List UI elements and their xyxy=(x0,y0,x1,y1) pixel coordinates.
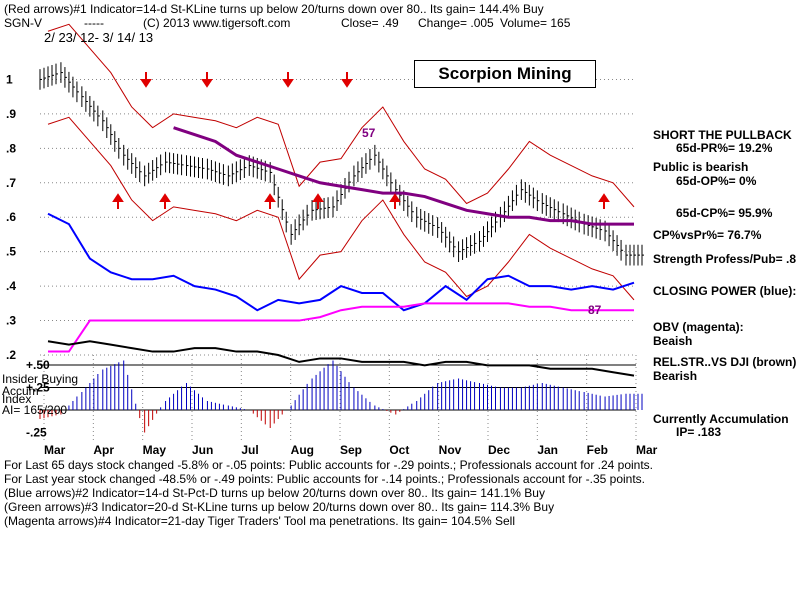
price-tick-label: .8 xyxy=(6,141,16,155)
accum-tick-label: -.25 xyxy=(26,426,47,440)
month-label: Sep xyxy=(340,443,362,457)
cp-value: 65d-CP%= 95.9% xyxy=(676,206,773,220)
short-pullback: SHORT THE PULLBACK xyxy=(653,128,792,142)
accum-label: Currently Accumulation xyxy=(653,412,789,426)
red-arrow-icon xyxy=(159,193,171,209)
price-tick-label: .5 xyxy=(6,245,16,259)
red-arrow-icon xyxy=(201,72,213,88)
month-label: Feb xyxy=(587,443,608,457)
price-tick-label: .3 xyxy=(6,314,16,328)
red-arrow-icon xyxy=(112,193,124,209)
red-arrow-icon xyxy=(282,72,294,88)
red-arrow-icon xyxy=(389,193,401,209)
header-red-arrows: (Red arrows)#1 Indicator=14-d St-KLine t… xyxy=(4,2,544,16)
accum-word: Accum xyxy=(2,384,39,398)
month-label: Mar xyxy=(636,443,658,457)
red-arrow-icon xyxy=(264,193,276,209)
strength-value: Strength Profess/Pub= .8 xyxy=(653,252,797,266)
insider-buying: Insider Buying xyxy=(2,372,79,386)
rel-str-vs-dji-line xyxy=(47,340,635,377)
op-value: 65d-OP%= 0% xyxy=(676,174,757,188)
footer-last-year: For Last year stock changed -48.5% or -.… xyxy=(4,472,645,486)
change-value: Change= .005 xyxy=(418,16,494,30)
accumulation-histogram: +.50 +.25 -.25 xyxy=(26,358,643,440)
closing-power-label: CLOSING POWER (blue): xyxy=(653,284,797,298)
month-label: Dec xyxy=(488,443,510,457)
red-arrow-icon xyxy=(312,193,324,209)
price-tick-label: .9 xyxy=(6,107,16,121)
month-label: Jan xyxy=(537,443,558,457)
index-word: Index xyxy=(2,392,32,406)
annotation-label: 87 xyxy=(588,303,602,317)
obv-line xyxy=(48,302,634,353)
ticker-label: SGN-V xyxy=(4,16,43,30)
cpvspr-value: CP%vsPr%= 76.7% xyxy=(653,228,762,242)
price-bars xyxy=(39,62,644,266)
lower-band xyxy=(47,116,635,301)
footer-blue-arrows: (Blue arrows)#2 Indicator=14-d St-Pct-D … xyxy=(4,486,545,500)
closing-power-line xyxy=(47,212,635,312)
relstr-status: Bearish xyxy=(653,369,698,383)
21-day-ma-line xyxy=(173,126,634,226)
month-label: May xyxy=(143,443,167,457)
red-arrow-icon xyxy=(140,72,152,88)
close-value: Close= .49 xyxy=(341,16,399,30)
footer-green-arrows: (Green arrows)#3 Indicator=20-d St-KLine… xyxy=(4,500,555,514)
bollinger-bands xyxy=(47,23,635,301)
month-label: Jul xyxy=(241,443,258,457)
price-tick-label: .2 xyxy=(6,348,16,362)
volume-value: Volume= 165 xyxy=(500,16,571,30)
price-tick-label: .7 xyxy=(6,176,16,190)
price-tick-label: .6 xyxy=(6,210,16,224)
indicator-lines xyxy=(47,126,635,377)
price-tick-label: .4 xyxy=(6,279,16,293)
red-arrow-icon xyxy=(341,72,353,88)
price-axis: 1 .9 .8 .7 .6 .5 .4 .3 .2 xyxy=(6,72,16,362)
month-axis: Mar Apr May Jun Jul Aug Sep Oct Nov Dec Jan Feb Mar xyxy=(44,443,658,457)
relstr-label: REL.STR..VS DJI (brown) xyxy=(653,355,797,369)
chart-title: Scorpion Mining xyxy=(414,60,596,88)
footer-magenta-arrows: (Magenta arrows)#4 Indicator=21-day Tige… xyxy=(4,514,516,528)
month-label: Mar xyxy=(44,443,66,457)
copyright: (C) 2013 www.tigersoft.com xyxy=(143,16,291,30)
red-arrow-icon xyxy=(598,193,610,209)
accum-tick-label: +.25 xyxy=(26,381,50,395)
upper-band xyxy=(47,23,635,208)
month-label: Oct xyxy=(389,443,409,457)
signal-arrows: 57 87 xyxy=(112,72,610,317)
month-label: Nov xyxy=(439,443,462,457)
month-label: Jun xyxy=(192,443,213,457)
obv-label: OBV (magenta): xyxy=(653,320,744,334)
obv-status: Beaish xyxy=(653,334,693,348)
public-bearish: Public is bearish xyxy=(653,160,749,174)
ip-value: IP= .183 xyxy=(676,425,722,439)
accum-tick-label: +.50 xyxy=(26,358,50,372)
month-label: Aug xyxy=(291,443,314,457)
footer-65-day: For Last 65 days stock changed -5.8% or … xyxy=(4,458,654,472)
ai-value: AI= 165/200 xyxy=(2,403,68,417)
annotation-label: 57 xyxy=(362,126,376,140)
price-tick-label: 1 xyxy=(6,72,13,86)
ticker-dashes: ----- xyxy=(84,16,104,30)
date-range: 2/ 23/ 12- 3/ 14/ 13 xyxy=(44,30,154,45)
month-label: Apr xyxy=(93,443,114,457)
pr-value: 65d-PR%= 19.2% xyxy=(676,141,773,155)
